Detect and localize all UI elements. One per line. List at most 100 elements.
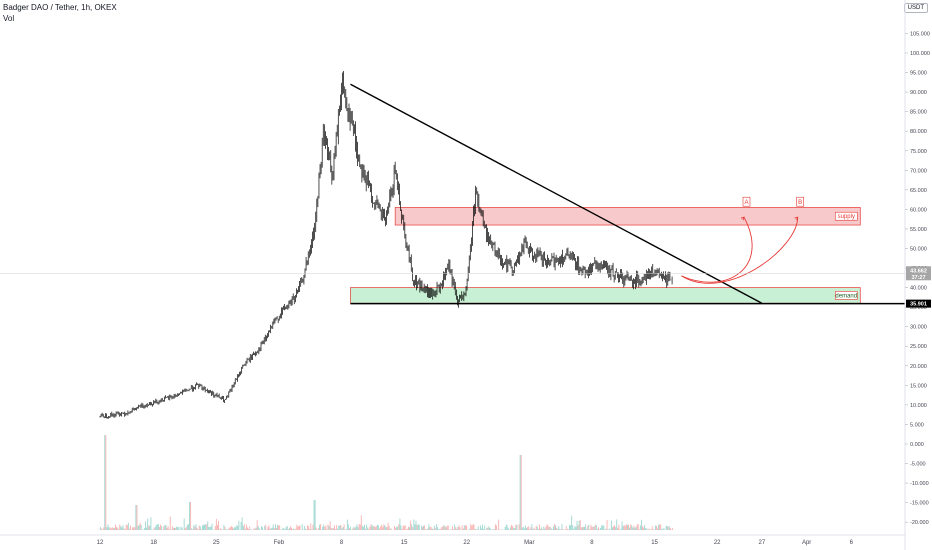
volume-bar xyxy=(458,525,460,530)
y-tick-label: 100.000 xyxy=(910,51,930,57)
volume-bar xyxy=(439,528,441,530)
y-tick-label: 90.000 xyxy=(910,90,927,96)
volume-bar xyxy=(528,526,530,530)
x-tick-label: 15 xyxy=(401,540,408,546)
volume-bar xyxy=(479,525,481,530)
volume-bar xyxy=(288,528,290,530)
chart-header: Badger DAO / Tether, 1h, OKEX Vol xyxy=(3,3,117,24)
volume-bar xyxy=(190,502,192,530)
volume-bar xyxy=(614,525,616,530)
demand-zone xyxy=(350,287,861,304)
volume-bar xyxy=(620,528,622,530)
volume-bar xyxy=(301,524,303,530)
volume-bar xyxy=(403,525,405,530)
currency-button[interactable]: USDT xyxy=(903,3,928,13)
volume-bar xyxy=(183,518,185,530)
volume-bar xyxy=(415,520,417,530)
volume-bar xyxy=(364,524,365,530)
volume-bar xyxy=(550,528,552,530)
zones-layer: supply demand xyxy=(350,207,861,304)
y-tick-label: -20.000 xyxy=(910,520,929,526)
y-tick-label: 35.000 xyxy=(910,305,927,311)
y-tick-label: 50.000 xyxy=(910,246,927,252)
y-tick-label: 5.000 xyxy=(910,422,924,428)
volume-bar xyxy=(223,524,225,530)
volume-bar xyxy=(111,527,113,530)
volume-bar xyxy=(237,525,239,530)
volume-bar xyxy=(425,529,427,530)
volume-bar xyxy=(132,527,134,530)
volume-bar xyxy=(335,529,336,530)
volume-bar xyxy=(192,529,194,530)
volume-bar xyxy=(160,524,162,530)
scenario-a-path xyxy=(681,217,753,283)
price-axis[interactable]: 105.000 100.000 95.000 90.000 85.000 80.000 75… xyxy=(904,0,930,550)
volume-bar xyxy=(566,528,568,530)
volume-bar xyxy=(233,528,234,530)
volume-bar xyxy=(209,526,211,530)
volume-bar xyxy=(157,524,159,530)
volume-bar xyxy=(547,525,549,530)
symbol-title[interactable]: Badger DAO / Tether, 1h, OKEX xyxy=(3,3,117,12)
volume-bar xyxy=(461,525,463,530)
volume-bar xyxy=(466,525,467,530)
volume-bar xyxy=(623,525,625,530)
volume-bar xyxy=(522,526,524,530)
y-tick-label: 0.000 xyxy=(910,442,924,448)
y-tick-label: 10.000 xyxy=(910,403,927,409)
volume-bar xyxy=(134,527,136,530)
volume-bar xyxy=(136,505,138,530)
volume-bar xyxy=(423,525,424,530)
x-tick-label: 27 xyxy=(759,540,766,546)
volume-bar xyxy=(104,435,106,530)
x-tick-label: 12 xyxy=(97,540,104,546)
volume-bar xyxy=(355,526,357,530)
volume-bar xyxy=(277,525,278,530)
volume-bar xyxy=(256,520,258,530)
volume-bar xyxy=(232,527,233,530)
volume-bar xyxy=(532,529,534,530)
scenario-b-label: B xyxy=(798,200,802,206)
volume-bar xyxy=(340,525,342,530)
volume-bar xyxy=(658,524,660,530)
volume-bar xyxy=(540,528,541,530)
volume-bar xyxy=(365,528,367,530)
volume-indicator-label[interactable]: Vol xyxy=(3,14,15,23)
volume-bar xyxy=(381,524,383,530)
volume-bar xyxy=(360,515,362,530)
volume-bar xyxy=(431,528,433,530)
volume-bar xyxy=(476,529,478,530)
volume-bar xyxy=(276,527,277,530)
volume-bar xyxy=(121,527,123,530)
volume-bar xyxy=(374,527,376,530)
volume-bar xyxy=(353,526,355,530)
volume-bar xyxy=(216,524,218,530)
volume-bar xyxy=(636,524,638,530)
volume-bar xyxy=(306,529,307,530)
volume-bar xyxy=(643,527,645,530)
volume-bar xyxy=(107,524,109,530)
volume-bar xyxy=(235,527,237,530)
volume-bar xyxy=(177,527,179,530)
volume-bar xyxy=(110,528,112,530)
volume-bar xyxy=(271,527,273,530)
y-tick-label: 20.000 xyxy=(910,364,927,370)
volume-bar xyxy=(593,526,595,530)
volume-bar xyxy=(543,526,545,530)
volume-bar xyxy=(395,527,397,530)
x-tick-label: 18 xyxy=(150,540,157,546)
volume-bar xyxy=(341,528,343,530)
volume-bar xyxy=(499,529,501,530)
volume-bar xyxy=(109,527,111,530)
volume-bar xyxy=(166,527,168,530)
support-level-tag xyxy=(906,299,931,308)
volume-bar xyxy=(205,524,207,530)
volume-bar xyxy=(401,528,403,530)
time-axis[interactable]: 12 18 25 Feb 8 15 22 Mar 8 15 22 27 Apr 6 xyxy=(0,534,905,546)
y-tick-label: -15.000 xyxy=(910,501,929,507)
volume-bar xyxy=(382,527,384,530)
volume-bar xyxy=(146,527,148,530)
volume-bar xyxy=(119,524,121,530)
